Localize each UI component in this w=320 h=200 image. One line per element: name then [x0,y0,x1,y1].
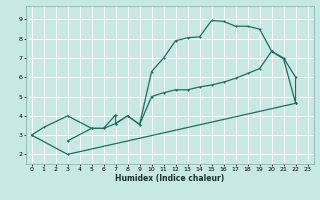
X-axis label: Humidex (Indice chaleur): Humidex (Indice chaleur) [115,174,224,183]
